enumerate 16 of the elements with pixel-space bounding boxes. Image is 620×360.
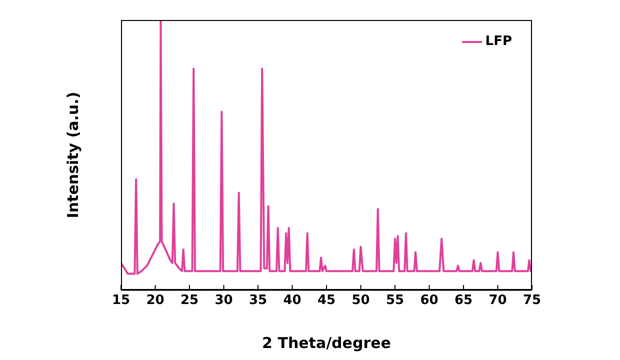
x-tick-label: 70 [488, 293, 507, 308]
x-tick-label: 15 [112, 293, 130, 308]
y-axis-title: Intensity (a.u.) [64, 92, 82, 218]
x-tick-label: 35 [248, 293, 268, 308]
x-tick-label: 30 [214, 293, 233, 308]
x-tick-label: 55 [386, 293, 404, 308]
x-tick-label: 25 [180, 293, 199, 308]
x-tick-label: 65 [454, 293, 473, 308]
legend-label: LFP [485, 34, 512, 49]
x-tick-label: 40 [283, 293, 302, 308]
x-axis-title: 2 Theta/degree [262, 334, 391, 352]
x-tick-label: 45 [317, 293, 336, 308]
x-tick-label: 60 [420, 293, 438, 308]
x-tick-label: 50 [352, 293, 370, 308]
x-tick-label: 75 [522, 293, 542, 308]
x-tick-label: 20 [146, 293, 164, 308]
